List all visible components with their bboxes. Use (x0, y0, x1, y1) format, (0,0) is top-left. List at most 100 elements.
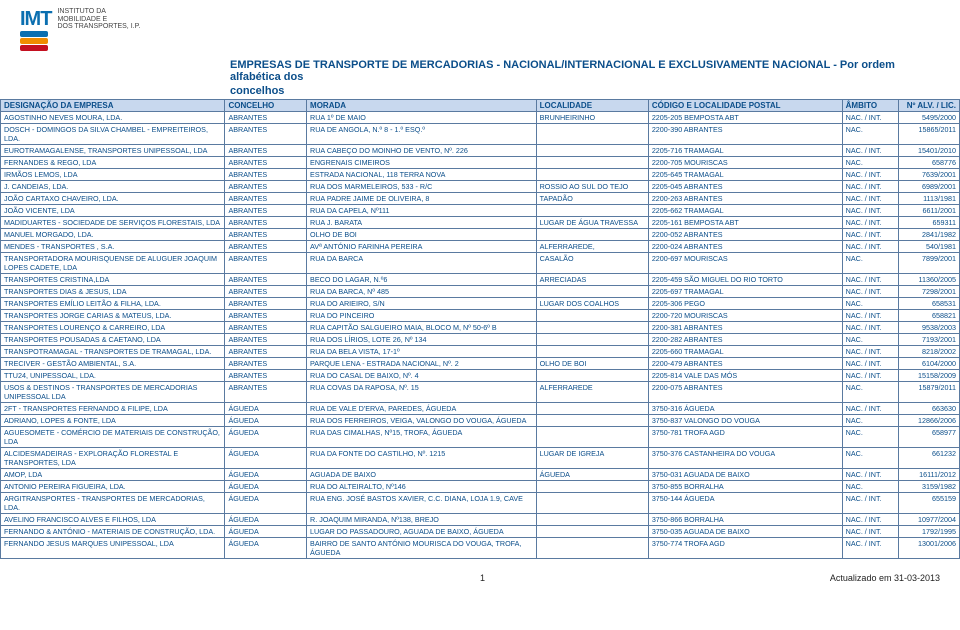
table-row: TRANSPORTES CRISTINA,LDAABRANTESBECO DO … (1, 274, 960, 286)
table-cell: JOÃO VICENTE, LDA (1, 205, 225, 217)
table-cell: NAC. / INT. (842, 358, 898, 370)
table-cell: 3750-035 AGUADA DE BAIXO (648, 526, 842, 538)
table-cell: ADRIANO, LOPES & FONTE, LDA (1, 415, 225, 427)
table-row: TRANSPORTADORA MOURISQUENSE DE ALUGUER J… (1, 253, 960, 274)
table-row: AVELINO FRANCISCO ALVES E FILHOS, LDAÁGU… (1, 514, 960, 526)
table-cell: ABRANTES (225, 274, 307, 286)
table-cell: AVELINO FRANCISCO ALVES E FILHOS, LDA (1, 514, 225, 526)
table-cell: 3159/1982 (898, 481, 959, 493)
table-cell: NAC. / INT. (842, 514, 898, 526)
table-cell: ÁGUEDA (225, 403, 307, 415)
logo-bar-1 (20, 31, 48, 37)
table-cell: 658776 (898, 157, 959, 169)
table-cell: 15865/2011 (898, 124, 959, 145)
table-cell: 2205-306 PEGO (648, 298, 842, 310)
table-cell: NAC. / INT. (842, 493, 898, 514)
table-cell: 11360/2005 (898, 274, 959, 286)
page-footer: 1 Actualizado em 31-03-2013 (0, 559, 960, 589)
table-cell: ENGRENAIS CIMEIROS (307, 157, 537, 169)
table-cell: 6989/2001 (898, 181, 959, 193)
logo-block: IMT INSTITUTO DA MOBILIDADE E DOS TRANSP… (20, 8, 140, 51)
table-cell: RUA DOS FERREIROS, VEIGA, VALONGO DO VOU… (307, 415, 537, 427)
table-cell: ESTRADA NACIONAL, 118 TERRA NOVA (307, 169, 537, 181)
table-row: DOSCH - DOMINGOS DA SILVA CHAMBEL - EMPR… (1, 124, 960, 145)
table-cell: 16111/2012 (898, 469, 959, 481)
table-cell: ÁGUEDA (536, 469, 648, 481)
table-cell: EUROTRAMAGALENSE, TRANSPORTES UNIPESSOAL… (1, 145, 225, 157)
table-cell: ABRANTES (225, 124, 307, 145)
table-row: TRANSPORTES EMÍLIO LEITÃO & FILHA, LDA.A… (1, 298, 960, 310)
table-cell: NAC. / INT. (842, 538, 898, 559)
table-cell: ABRANTES (225, 157, 307, 169)
table-cell: 2205-660 TRAMAGAL (648, 346, 842, 358)
table-cell: NAC. / INT. (842, 310, 898, 322)
page-title: EMPRESAS DE TRANSPORTE DE MERCADORIAS - … (0, 55, 960, 85)
table-cell: LUGAR DE IGREJA (536, 448, 648, 469)
table-cell: ABRANTES (225, 217, 307, 229)
table-row: ADRIANO, LOPES & FONTE, LDAÁGUEDARUA DOS… (1, 415, 960, 427)
table-cell: RUA DOS MARMELEIROS, 533 - R/C (307, 181, 537, 193)
table-cell: MENDES - TRANSPORTES , S.A. (1, 241, 225, 253)
table-cell: 659311 (898, 217, 959, 229)
table-cell: ABRANTES (225, 370, 307, 382)
table-cell: NAC. (842, 157, 898, 169)
table-cell: TRANSPORTES EMÍLIO LEITÃO & FILHA, LDA. (1, 298, 225, 310)
table-cell: BRUNHEIRINHO (536, 112, 648, 124)
table-body: AGOSTINHO NEVES MOURA, LDA.ABRANTESRUA 1… (1, 112, 960, 559)
table-cell: LUGAR DE ÁGUA TRAVESSA (536, 217, 648, 229)
table-cell (536, 346, 648, 358)
table-cell: RUA DA FONTE DO CASTILHO, Nº. 1215 (307, 448, 537, 469)
table-cell: 2200-381 ABRANTES (648, 322, 842, 334)
table-cell: 2205-814 VALE DAS MÓS (648, 370, 842, 382)
table-row: 2FT - TRANSPORTES FERNANDO & FILIPE, LDA… (1, 403, 960, 415)
table-cell: RUA DA BARCA, Nº 485 (307, 286, 537, 298)
logo-line1: INSTITUTO DA (57, 8, 140, 16)
table-cell: RUA 1º DE MAIO (307, 112, 537, 124)
table-cell: NAC. / INT. (842, 241, 898, 253)
table-cell: NAC. (842, 334, 898, 346)
table-row: FERNANDO JESUS MARQUES UNIPESSOAL, LDAÁG… (1, 538, 960, 559)
table-cell: ÁGUEDA (225, 481, 307, 493)
table-cell: 658821 (898, 310, 959, 322)
table-cell: 15158/2009 (898, 370, 959, 382)
table-cell: RUA DO PINCEIRO (307, 310, 537, 322)
table-cell: ABRANTES (225, 253, 307, 274)
table-cell: 3750-781 TROFA AGD (648, 427, 842, 448)
table-cell (536, 205, 648, 217)
table-cell: ARRECIADAS (536, 274, 648, 286)
table-cell: RUA ENG. JOSÉ BASTOS XAVIER, C.C. DIANA,… (307, 493, 537, 514)
table-cell: ÁGUEDA (225, 415, 307, 427)
table-cell: IRMÃOS LEMOS, LDA (1, 169, 225, 181)
table-row: AGUESOMETE - COMÉRCIO DE MATERIAIS DE CO… (1, 427, 960, 448)
table-cell: 2841/1982 (898, 229, 959, 241)
table-cell (536, 310, 648, 322)
table-cell: 2205-697 TRAMAGAL (648, 286, 842, 298)
table-row: FERNANDO & ANTÓNIO - MATERIAIS DE CONSTR… (1, 526, 960, 538)
companies-table: DESIGNAÇÃO DA EMPRESACONCELHOMORADALOCAL… (0, 99, 960, 559)
table-cell: AVª ANTÓNIO FARINHA PEREIRA (307, 241, 537, 253)
table-cell: NAC. / INT. (842, 403, 898, 415)
table-cell: 658531 (898, 298, 959, 310)
table-cell: NAC. / INT. (842, 169, 898, 181)
table-cell: FERNANDES & REGO, LDA (1, 157, 225, 169)
table-cell: 3750-837 VALONGO DO VOUGA (648, 415, 842, 427)
table-cell: NAC. / INT. (842, 217, 898, 229)
table-cell: ABRANTES (225, 286, 307, 298)
table-row: TRANSPORTES POUSADAS & CAETANO, LDAABRAN… (1, 334, 960, 346)
table-cell: NAC. / INT. (842, 526, 898, 538)
table-cell: NAC. / INT. (842, 229, 898, 241)
logo-left: IMT (20, 8, 51, 51)
table-cell: 9538/2003 (898, 322, 959, 334)
table-row: MENDES - TRANSPORTES , S.A.ABRANTESAVª A… (1, 241, 960, 253)
table-row: AGOSTINHO NEVES MOURA, LDA.ABRANTESRUA 1… (1, 112, 960, 124)
table-row: FERNANDES & REGO, LDAABRANTESENGRENAIS C… (1, 157, 960, 169)
table-cell: RUA DE ANGOLA, N.º 8 - 1.º ESQ.º (307, 124, 537, 145)
page-number: 1 (480, 573, 485, 583)
table-cell: JOÃO CARTAXO CHAVEIRO, LDA. (1, 193, 225, 205)
table-cell: ABRANTES (225, 310, 307, 322)
table-cell: TRANSPORTES LOURENÇO & CARREIRO, LDA (1, 322, 225, 334)
table-cell: RUA DE VALE D'ERVA, PAREDES, ÁGUEDA (307, 403, 537, 415)
table-cell: R. JOAQUIM MIRANDA, Nº138, BREJO (307, 514, 537, 526)
table-cell: AGUADA DE BAIXO (307, 469, 537, 481)
table-cell: AGUESOMETE - COMÉRCIO DE MATERIAIS DE CO… (1, 427, 225, 448)
